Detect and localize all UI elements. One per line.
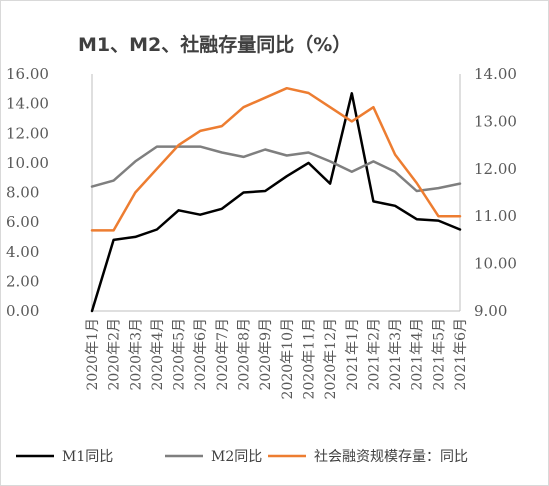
legend-label-3: 社会融资规模存量：同比: [314, 449, 468, 465]
left-tick-label: 12.00: [6, 124, 49, 142]
right-tick-label: 14.00: [474, 65, 517, 83]
x-tick-label: 2020年8月: [237, 318, 253, 391]
x-tick-label: 2021年6月: [453, 318, 469, 391]
left-tick-label: 6.00: [6, 213, 39, 231]
left-tick-label: 0.00: [6, 302, 39, 320]
right-tick-label: 11.00: [474, 207, 517, 225]
axes-group: 0.00 2.00 4.00 6.00 8.00 10.00 12.00 14.00 16.00…: [6, 65, 517, 399]
right-tick-label: 12.00: [474, 160, 517, 178]
right-tick-label: 9.00: [474, 302, 507, 320]
x-tick-label: 2020年3月: [128, 318, 144, 391]
x-tick-label: 2020年12月: [323, 318, 339, 399]
x-tick-label: 2020年5月: [172, 318, 188, 391]
x-tick-label: 2021年4月: [410, 318, 426, 391]
x-tick-label: 2020年1月: [85, 318, 101, 391]
x-tick-label: 2021年2月: [366, 318, 382, 391]
x-tick-label: 2020年7月: [215, 318, 231, 391]
chart-title: M1、M2、社融存量同比（%）: [78, 33, 351, 56]
right-tick-label: 10.00: [474, 255, 517, 273]
left-tick-label: 4.00: [6, 243, 39, 261]
series-line-3: [90, 86, 462, 232]
x-tick-label: 2020年2月: [107, 318, 123, 391]
right-tick-label: 13.00: [474, 112, 517, 130]
left-tick-label: 10.00: [6, 154, 49, 172]
left-tick-label: 16.00: [6, 65, 49, 83]
x-tick-label: 2020年11月: [301, 318, 317, 399]
series-group: [90, 86, 462, 313]
x-tick-label: 2020年9月: [258, 318, 274, 391]
x-tick-label: 2020年4月: [150, 318, 166, 391]
legend-label-1: M1同比: [62, 449, 113, 465]
left-tick-label: 8.00: [6, 184, 39, 202]
x-tick-label: 2021年3月: [388, 318, 404, 391]
x-tick-label: 2021年5月: [431, 318, 447, 391]
series-line-1: [90, 92, 462, 313]
left-tick-label: 14.00: [6, 95, 49, 113]
series-line-2: [90, 145, 462, 193]
legend-label-2: M2同比: [211, 449, 262, 465]
legend: M1同比 M2同比 社会融资规模存量：同比: [16, 449, 468, 465]
left-tick-label: 2.00: [6, 272, 39, 290]
x-tick-label: 2021年1月: [345, 318, 361, 391]
x-tick-label: 2020年10月: [280, 318, 296, 399]
x-tick-label: 2020年6月: [193, 318, 209, 391]
